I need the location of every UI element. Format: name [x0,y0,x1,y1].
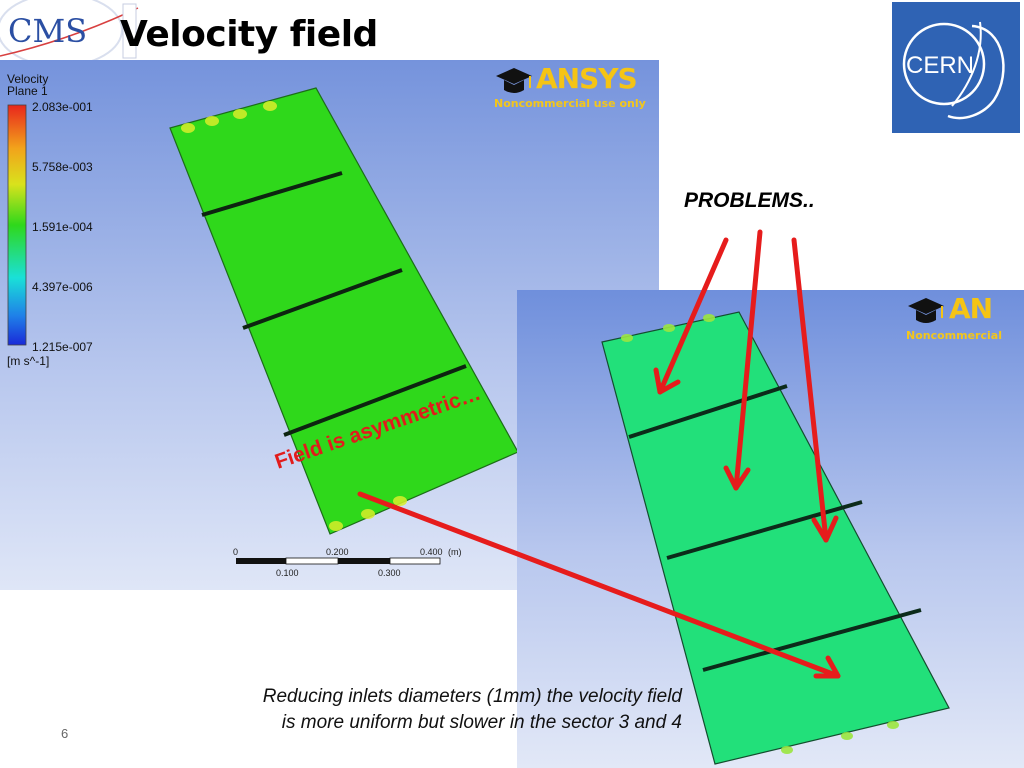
problems-label: PROBLEMS.. [684,189,815,212]
scale-label: 0.400 [420,547,443,557]
plate-sectors [169,87,519,535]
ansys-logo: AN [949,292,993,325]
slide-title: Velocity field [120,14,378,55]
ansys-license-note: Noncommercial [906,329,1002,342]
cern-logo: CERN [892,2,1020,133]
caption-line: is more uniform but slower in the sector… [281,712,682,733]
cern-logo-text: CERN [906,52,974,79]
graduation-cap-icon [906,294,946,330]
legend-subtitle: Plane 1 [7,84,48,98]
scale-label: 0.300 [378,568,401,578]
legend-tick: 2.083e-001 [32,100,93,114]
legend-tick: 1.215e-007 [32,340,93,354]
legend-title: Velocity [7,72,49,86]
scale-label: (m) [448,547,462,557]
legend-tick: 4.397e-006 [32,280,93,294]
scale-label: 0 [233,547,239,557]
graduation-cap-icon [494,64,534,100]
scale-label: 0.100 [276,568,299,578]
legend-tick: 5.758e-003 [32,160,93,174]
ansys-license-note: Noncommercial use only [494,97,646,110]
caption-line: Reducing inlets diameters (1mm) the velo… [262,686,682,707]
page-number: 6 [61,726,69,741]
ansys-logo: ANSYS [536,62,638,95]
cms-logo-text: CMS [8,12,87,50]
colorbar [7,104,27,346]
legend-unit: [m s^-1] [7,354,50,368]
scale-label: 0.200 [326,547,349,557]
legend-tick: 1.591e-004 [32,220,93,234]
cms-logo: CMS [0,0,140,67]
caption: Reducing inlets diameters (1mm) the velo… [96,684,682,736]
